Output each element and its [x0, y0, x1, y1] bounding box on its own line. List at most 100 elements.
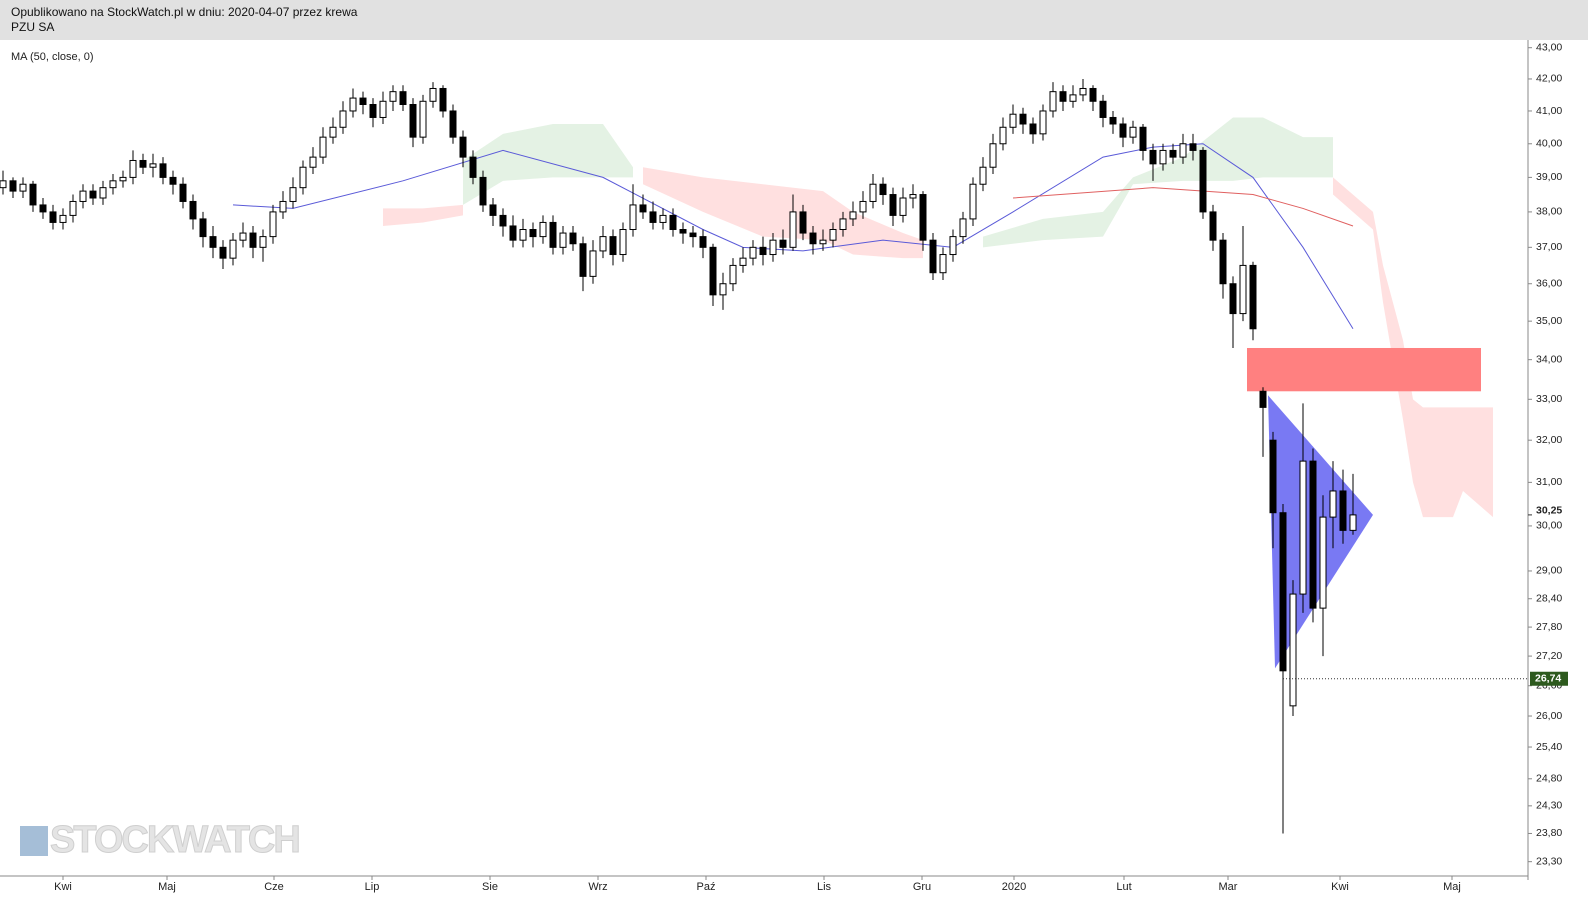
- y-tick-label: 24,80: [1536, 773, 1562, 785]
- candle-body: [939, 254, 947, 274]
- candle-body: [269, 211, 277, 238]
- candle-body: [1219, 239, 1227, 285]
- y-tick-label: 23,80: [1536, 827, 1562, 839]
- candle-body: [0, 180, 7, 189]
- candle-body: [309, 156, 317, 168]
- candle-body: [179, 183, 187, 202]
- candle-body: [29, 183, 37, 206]
- candle-body: [809, 232, 817, 245]
- candle-body: [479, 176, 487, 206]
- price-label: 26,74: [1535, 673, 1561, 685]
- y-tick-label: 29,00: [1536, 565, 1562, 577]
- candle-body: [419, 100, 427, 138]
- candle-body: [489, 204, 497, 216]
- candle-body: [1039, 110, 1047, 135]
- y-tick-label: 30,00: [1536, 520, 1562, 532]
- ichimoku-cloud: [983, 117, 1333, 248]
- y-tick-label: 36,00: [1536, 278, 1562, 290]
- candle-body: [1169, 149, 1177, 158]
- candle-body: [189, 200, 197, 220]
- candle-body: [369, 104, 377, 118]
- candle-body: [789, 211, 797, 248]
- y-tick-label: 23,30: [1536, 855, 1562, 867]
- candle-body: [1059, 91, 1067, 102]
- y-tick-label: 37,00: [1536, 241, 1562, 253]
- candle-body: [859, 200, 867, 213]
- y-tick-label: 26,00: [1536, 710, 1562, 722]
- candle-body: [299, 166, 307, 189]
- y-tick-label: 40,00: [1536, 138, 1562, 150]
- candle-body: [449, 110, 457, 138]
- candle-body: [69, 200, 77, 216]
- x-tick-label: Mar: [1219, 881, 1238, 893]
- candle-body: [659, 214, 667, 223]
- candle-body: [1319, 516, 1327, 609]
- candle-body: [759, 246, 767, 256]
- candle-body: [979, 166, 987, 185]
- candle-body: [1269, 439, 1277, 514]
- candle-body: [509, 225, 517, 241]
- candle-body: [1019, 113, 1027, 125]
- candle-body: [169, 176, 177, 185]
- candle-body: [1079, 87, 1087, 96]
- candle-body: [219, 246, 227, 259]
- candle-body: [909, 194, 917, 199]
- candle-body: [1089, 87, 1097, 102]
- candle-body: [259, 236, 267, 248]
- candle-body: [1229, 283, 1237, 315]
- candle-body: [779, 239, 787, 248]
- candle-body: [399, 91, 407, 106]
- candle-body: [1049, 91, 1057, 112]
- candle-body: [569, 232, 577, 245]
- candle-body: [679, 229, 687, 234]
- ichimoku-cloud: [463, 123, 633, 205]
- y-tick-label: 28,40: [1536, 593, 1562, 605]
- candle-body: [539, 221, 547, 238]
- candle-body: [1329, 490, 1337, 518]
- watermark: STOCKWATCH: [50, 819, 299, 861]
- candle-body: [1339, 490, 1347, 531]
- x-tick-label: Paź: [697, 881, 716, 893]
- candle-body: [699, 236, 707, 248]
- x-tick-label: Cze: [264, 881, 284, 893]
- price-label: 30,25: [1536, 505, 1562, 517]
- candle-body: [689, 232, 697, 238]
- resistance-zone: [1247, 347, 1481, 392]
- candle-body: [949, 236, 957, 256]
- candle-body: [109, 180, 117, 189]
- candle-body: [149, 163, 157, 168]
- y-tick-label: 32,00: [1536, 434, 1562, 446]
- candle-body: [639, 204, 647, 213]
- candle-body: [989, 143, 997, 168]
- candle-body: [769, 239, 777, 256]
- candle-body: [829, 229, 837, 241]
- candle-body: [209, 236, 217, 248]
- candle-body: [359, 97, 367, 106]
- candle-body: [349, 97, 357, 112]
- y-tick-label: 24,30: [1536, 800, 1562, 812]
- candle-body: [839, 218, 847, 231]
- candle-body: [739, 257, 747, 266]
- indicator-label: MA (50, close, 0): [11, 51, 94, 63]
- candle-body: [229, 239, 237, 259]
- candle-body: [1139, 126, 1147, 151]
- y-tick-label: 39,00: [1536, 171, 1562, 183]
- candle-body: [1189, 143, 1197, 151]
- candle-body: [39, 204, 47, 213]
- candle-body: [599, 236, 607, 252]
- x-tick-label: Sie: [482, 881, 498, 893]
- candle-body: [1309, 460, 1317, 609]
- candle-body: [159, 163, 167, 178]
- y-tick-label: 31,00: [1536, 476, 1562, 488]
- x-tick-label: Wrz: [588, 881, 607, 893]
- candle-body: [619, 229, 627, 256]
- candle-body: [709, 246, 717, 296]
- candle-body: [239, 232, 247, 241]
- candle-body: [649, 211, 657, 223]
- candle-body: [609, 236, 617, 256]
- candle-body: [1249, 264, 1257, 330]
- candle-body: [799, 211, 807, 234]
- candle-body: [459, 136, 467, 158]
- candle-body: [319, 136, 327, 158]
- candle-body: [469, 156, 477, 178]
